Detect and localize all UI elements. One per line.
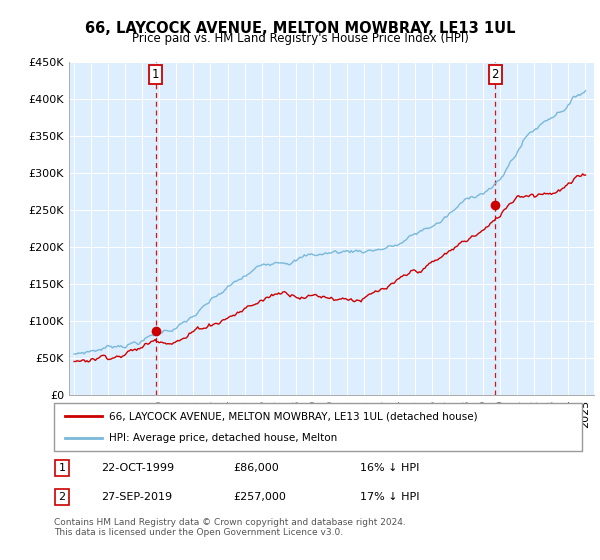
Text: 66, LAYCOCK AVENUE, MELTON MOWBRAY, LE13 1UL (detached house): 66, LAYCOCK AVENUE, MELTON MOWBRAY, LE13…	[109, 411, 478, 421]
Text: £257,000: £257,000	[233, 492, 286, 502]
Text: 2: 2	[491, 68, 499, 81]
Text: 27-SEP-2019: 27-SEP-2019	[101, 492, 173, 502]
Text: Contains HM Land Registry data © Crown copyright and database right 2024.
This d: Contains HM Land Registry data © Crown c…	[54, 518, 406, 538]
Text: 16% ↓ HPI: 16% ↓ HPI	[360, 463, 419, 473]
Text: 2: 2	[58, 492, 65, 502]
Text: Price paid vs. HM Land Registry's House Price Index (HPI): Price paid vs. HM Land Registry's House …	[131, 32, 469, 45]
Text: 1: 1	[152, 68, 160, 81]
Text: HPI: Average price, detached house, Melton: HPI: Average price, detached house, Melt…	[109, 433, 338, 443]
FancyBboxPatch shape	[54, 403, 582, 451]
Text: £86,000: £86,000	[233, 463, 279, 473]
Text: 66, LAYCOCK AVENUE, MELTON MOWBRAY, LE13 1UL: 66, LAYCOCK AVENUE, MELTON MOWBRAY, LE13…	[85, 21, 515, 36]
Text: 17% ↓ HPI: 17% ↓ HPI	[360, 492, 420, 502]
Text: 1: 1	[58, 463, 65, 473]
Text: 22-OCT-1999: 22-OCT-1999	[101, 463, 175, 473]
